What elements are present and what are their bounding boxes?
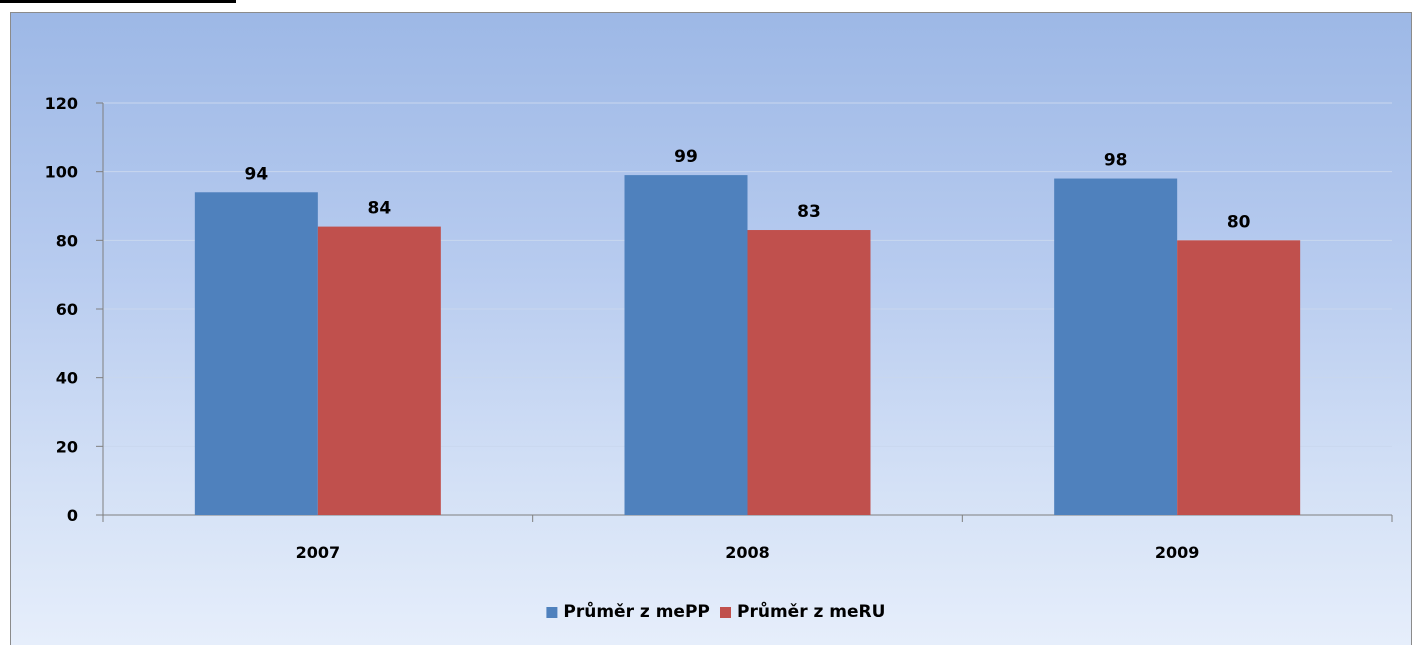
bars: [194, 175, 1301, 516]
y-tick-label: 100: [45, 163, 78, 182]
x-tick-label: 2009: [1155, 543, 1200, 562]
legend-label: Průměr z mePP: [563, 600, 709, 622]
x-tick-label: 2008: [725, 543, 770, 562]
corner-rule: [0, 0, 236, 3]
y-tick-label: 120: [45, 94, 78, 113]
y-tick-label: 40: [56, 369, 78, 388]
bar: [747, 230, 871, 516]
data-label: 94: [244, 164, 268, 184]
bar: [624, 175, 748, 515]
y-tick-label: 0: [67, 506, 78, 525]
bar: [317, 226, 441, 515]
bar: [1177, 240, 1301, 516]
data-label: 99: [674, 147, 698, 167]
data-label: 98: [1104, 151, 1128, 171]
data-label: 80: [1227, 212, 1251, 232]
legend-label: Průměr z meRU: [737, 600, 885, 622]
x-tick-label: 2007: [296, 543, 341, 562]
legend: Průměr z mePP Průměr z meRU: [546, 600, 885, 622]
y-tick-label: 60: [56, 300, 78, 319]
bar: [194, 192, 318, 515]
data-labels: 94 84 99 83 98 80: [244, 147, 1250, 232]
data-label: 84: [367, 199, 391, 219]
data-label: 83: [797, 202, 821, 222]
bar: [1054, 178, 1178, 516]
legend-swatch: [720, 607, 731, 618]
y-tick-label: 80: [56, 231, 78, 250]
y-tick-label: 20: [56, 437, 78, 456]
legend-swatch: [546, 607, 558, 618]
